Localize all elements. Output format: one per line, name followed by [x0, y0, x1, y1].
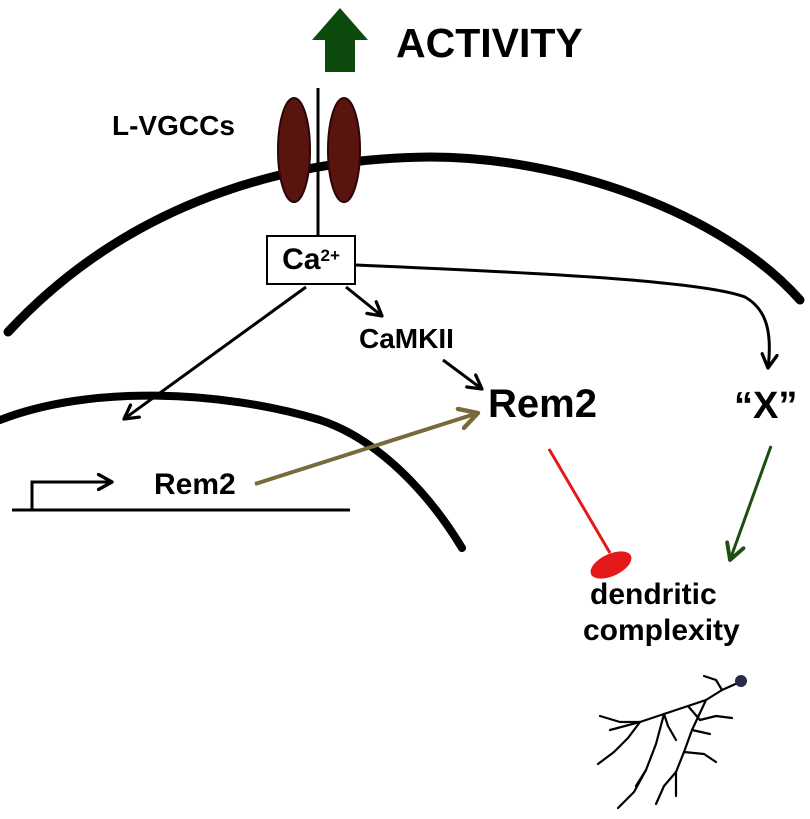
- calcium-charge: 2+: [320, 246, 340, 265]
- camkii-label: CaMKII: [359, 323, 454, 354]
- calcium-to-camkii-arrow: [345, 285, 382, 316]
- calcium-box: Ca 2+: [266, 235, 356, 285]
- outcome-label-line1: dendritic: [590, 578, 717, 611]
- inhibition-line: [547, 448, 612, 554]
- camkii-to-rem2-arrow: [442, 358, 482, 389]
- cell-membrane: [3, 152, 805, 337]
- inhibition-bar: [590, 551, 632, 579]
- rem2-protein-label: Rem2: [488, 382, 597, 426]
- rem2-gene-label: Rem2: [154, 468, 236, 501]
- channel-label: L-VGCCs: [112, 110, 235, 141]
- translation-arrow: [254, 413, 478, 486]
- neuron-soma: [735, 675, 747, 687]
- channel-subunit-left: [277, 97, 311, 203]
- nuclear-envelope: [0, 391, 466, 552]
- neuron-drawing: [596, 674, 742, 810]
- activity-title: ACTIVITY: [396, 20, 583, 66]
- activity-up-arrow: [312, 8, 368, 72]
- x-factor-label: “X”: [734, 385, 798, 427]
- channel-subunit-right: [327, 97, 361, 203]
- transcription-start-arrow: [30, 482, 112, 510]
- calcium-label: Ca: [282, 243, 321, 276]
- outcome-label-line2: complexity: [583, 614, 740, 647]
- calcium-to-gene-arrow: [124, 285, 307, 419]
- promotion-arrow: [730, 445, 773, 560]
- calcium-to-x-arrow: [355, 263, 769, 368]
